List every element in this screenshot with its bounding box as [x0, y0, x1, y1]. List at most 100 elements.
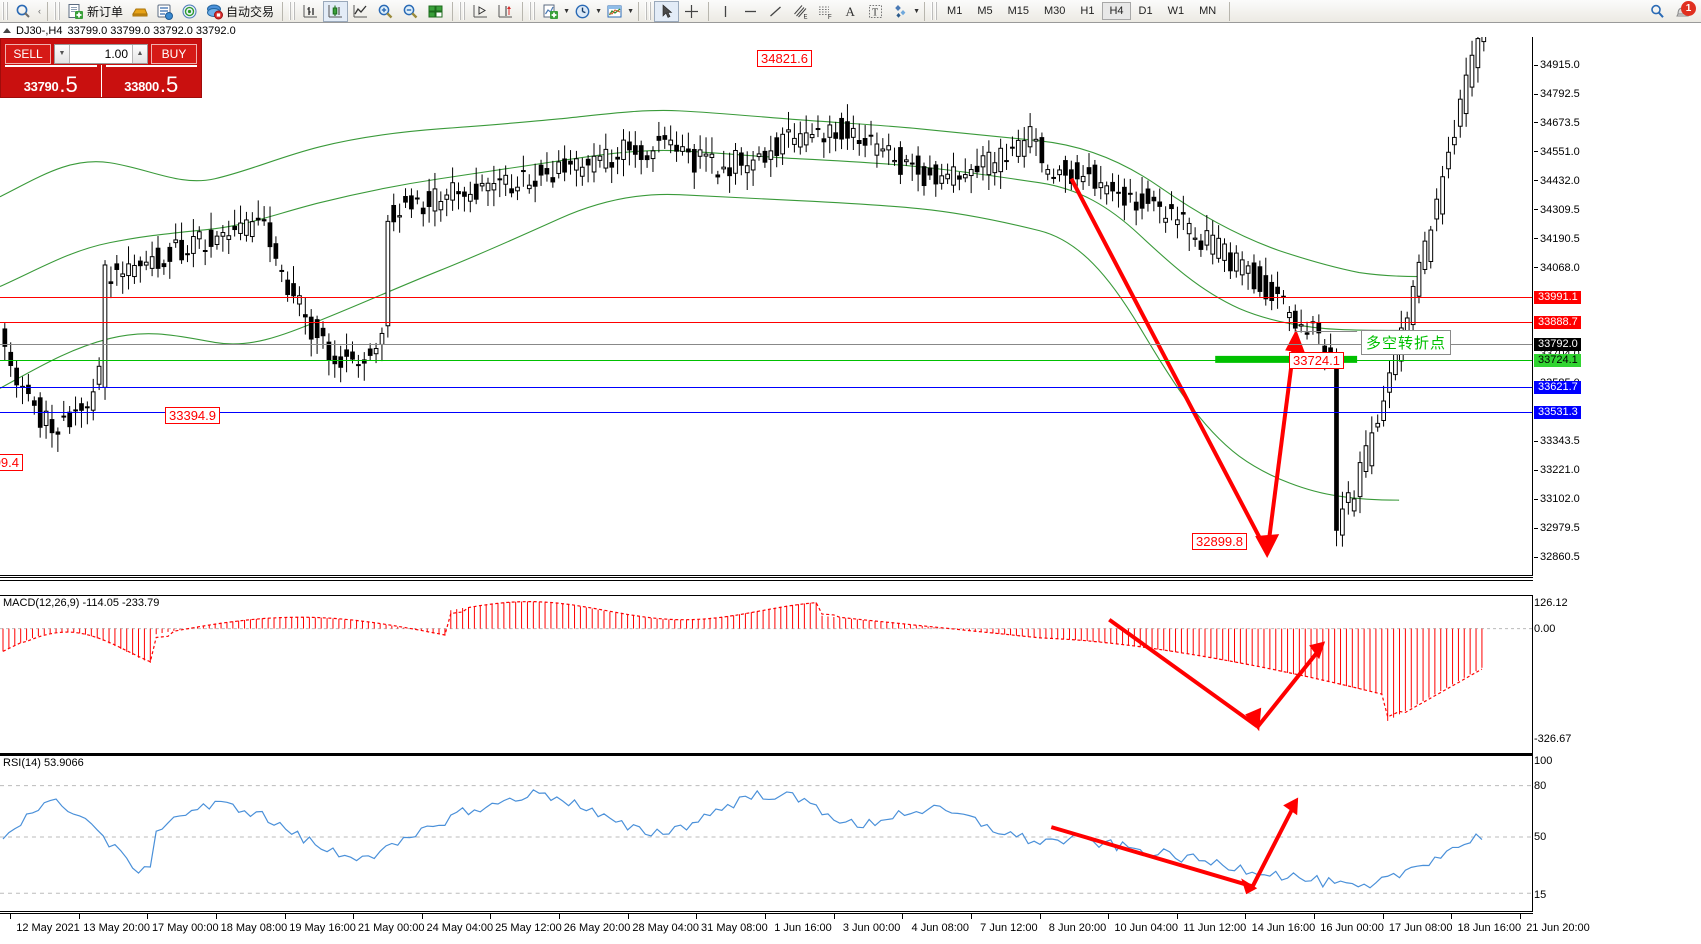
vertical-line-button[interactable] — [713, 1, 738, 22]
text-button[interactable]: A — [838, 1, 863, 22]
timeframe-w1[interactable]: W1 — [1167, 5, 1185, 17]
timeframe-m5[interactable]: M5 — [977, 5, 993, 17]
toolbar-overflow-chevron[interactable]: ‹ — [38, 6, 41, 16]
candlestick-chart-button[interactable] — [323, 0, 349, 22]
indicator-group-grip[interactable] — [529, 2, 537, 20]
templates-button[interactable] — [602, 1, 627, 22]
price-line-33531[interactable] — [0, 412, 1532, 413]
price-tag-33724[interactable]: 33724.1 — [1534, 354, 1581, 367]
sell-price[interactable]: 33790 .5 — [1, 65, 101, 97]
indicators-button[interactable] — [538, 1, 563, 22]
time-label: 1 Jun 16:00 — [774, 922, 832, 934]
period-dropdown-arrow[interactable]: ▼ — [595, 7, 602, 15]
macd-label: MACD(12,26,9) -114.05 -233.79 — [3, 597, 160, 609]
volume-increment-button[interactable]: ▲ — [132, 44, 147, 63]
price-axis[interactable]: 34915.0 34792.5 34673.5 34551.0 34432.0 34309… — [1534, 37, 1701, 576]
toolbar-grip[interactable] — [2, 2, 9, 20]
callout-high[interactable]: 34821.6 — [757, 50, 812, 67]
price-tick-33102-0: 33102.0 — [1534, 493, 1580, 505]
orders-group-grip[interactable] — [54, 2, 61, 20]
callout-turning-point[interactable]: 多空转折点 — [1361, 330, 1452, 355]
horizontal-line-button[interactable] — [738, 1, 763, 22]
sell-price-underline — [5, 65, 97, 67]
cursor-arrow-button[interactable] — [654, 0, 680, 22]
time-label: 3 Jun 00:00 — [842, 922, 901, 934]
volume-decrement-button[interactable]: ▼ — [55, 44, 70, 63]
expert-advisor-button[interactable]: 自动交易 — [202, 1, 278, 22]
new-order-button[interactable]: 新订单 — [63, 1, 127, 22]
time-axis[interactable]: 12 May 2021 13 May 20:00 17 May 00:00 18 Ma… — [0, 913, 1590, 944]
crosshair-icon — [683, 3, 700, 20]
rsi-pane[interactable]: RSI(14) 53.9066 — [0, 755, 1533, 912]
terminal-button[interactable] — [152, 1, 177, 22]
trendline-button[interactable] — [763, 1, 788, 22]
search-button[interactable] — [1645, 1, 1670, 22]
main-price-pane[interactable]: 34821.6 33724.1 33394.9 32899.8 多空转折点 33… — [0, 37, 1533, 576]
timeframe-d1[interactable]: D1 — [1138, 5, 1153, 17]
volume-value[interactable]: 1.00 — [104, 46, 128, 61]
chart-shift-button[interactable] — [423, 1, 448, 22]
shapes-dropdown-arrow[interactable]: ▼ — [913, 7, 920, 15]
timeframe-mn[interactable]: MN — [1199, 5, 1217, 17]
terminal-icon — [156, 3, 174, 20]
indicators-dropdown-arrow[interactable]: ▼ — [563, 7, 570, 15]
zoom-out-button[interactable] — [398, 1, 423, 22]
macd-tick-zero: 0.00 — [1534, 623, 1556, 635]
timeframe-h1[interactable]: H1 — [1080, 5, 1095, 17]
time-tick — [215, 914, 217, 919]
timeframe-m1[interactable]: M1 — [947, 5, 963, 17]
callout-mid[interactable]: 33724.1 — [1289, 352, 1344, 369]
chart-shift-end-button[interactable] — [493, 1, 518, 22]
price-line-33621[interactable] — [0, 387, 1532, 388]
pane-splitter-1[interactable] — [0, 577, 1533, 581]
price-line-33991[interactable] — [0, 297, 1532, 298]
line-chart-button[interactable] — [348, 1, 373, 22]
price-tick-32979-5: 32979.5 — [1534, 522, 1580, 534]
toolbar-separator-5 — [638, 1, 640, 21]
gold-bar-button[interactable] — [127, 1, 152, 22]
timeframe-m15[interactable]: M15 — [1007, 5, 1029, 17]
templates-dropdown-arrow[interactable]: ▼ — [627, 7, 634, 15]
price-line-33888[interactable] — [0, 322, 1532, 323]
period-clock-button[interactable] — [570, 1, 595, 22]
price-tag-33621[interactable]: 33621.7 — [1534, 381, 1581, 394]
rsi-tick-50: 50 — [1534, 831, 1547, 843]
bar-chart-button[interactable] — [298, 1, 323, 22]
magnifier-left-icon-button[interactable] — [11, 1, 36, 22]
notification-bell-button[interactable]: 1 — [1670, 0, 1696, 22]
crosshair-button[interactable] — [679, 1, 704, 22]
buy-button[interactable]: BUY — [151, 43, 197, 64]
price-tag-33531[interactable]: 33531.3 — [1534, 406, 1581, 419]
chart-collapse-icon[interactable] — [3, 28, 11, 33]
fibonacci-retracement-button[interactable]: F — [813, 1, 838, 22]
magnifier-left-icon — [15, 3, 32, 20]
price-tick-34915-0: 34915.0 — [1534, 59, 1580, 71]
auto-scroll-button[interactable] — [468, 1, 493, 22]
toolbar-separator — [47, 1, 48, 21]
macd-pane[interactable]: MACD(12,26,9) -114.05 -233.79 — [0, 595, 1533, 754]
shapes-button[interactable] — [888, 1, 913, 22]
signal-button[interactable] — [177, 1, 202, 22]
price-line-33724[interactable] — [0, 360, 1532, 361]
quote-bar: DJ30-,H4 33799.0 33799.0 33792.0 33792.0 — [0, 24, 1701, 37]
drawing-group-grip[interactable] — [645, 2, 653, 20]
callout-offscreen-left[interactable]: 33199.4 — [0, 454, 23, 471]
price-tag-33991[interactable]: 33991.1 — [1534, 291, 1581, 304]
new-order-icon — [67, 3, 84, 20]
buy-price[interactable]: 33800 .5 — [100, 65, 202, 97]
timeframe-h4[interactable]: H4 — [1102, 2, 1131, 20]
equidistant-channel-button[interactable]: E — [788, 1, 813, 22]
svg-text:T: T — [872, 7, 878, 18]
text-label-button[interactable]: T — [863, 1, 888, 22]
callout-bottom[interactable]: 32899.8 — [1192, 533, 1247, 550]
sell-button[interactable]: SELL — [5, 43, 51, 64]
timeframe-m30[interactable]: M30 — [1044, 5, 1066, 17]
price-tag-33888[interactable]: 33888.7 — [1534, 316, 1581, 329]
callout-low-left[interactable]: 33394.9 — [165, 407, 220, 424]
charts-group-grip[interactable] — [289, 2, 297, 20]
scroll-group-grip[interactable] — [459, 2, 467, 20]
timeframe-group-grip[interactable] — [931, 2, 939, 20]
time-tick — [490, 914, 492, 919]
zoom-in-button[interactable] — [373, 1, 398, 22]
volume-stepper[interactable]: ▼ 1.00 ▲ — [54, 43, 148, 64]
